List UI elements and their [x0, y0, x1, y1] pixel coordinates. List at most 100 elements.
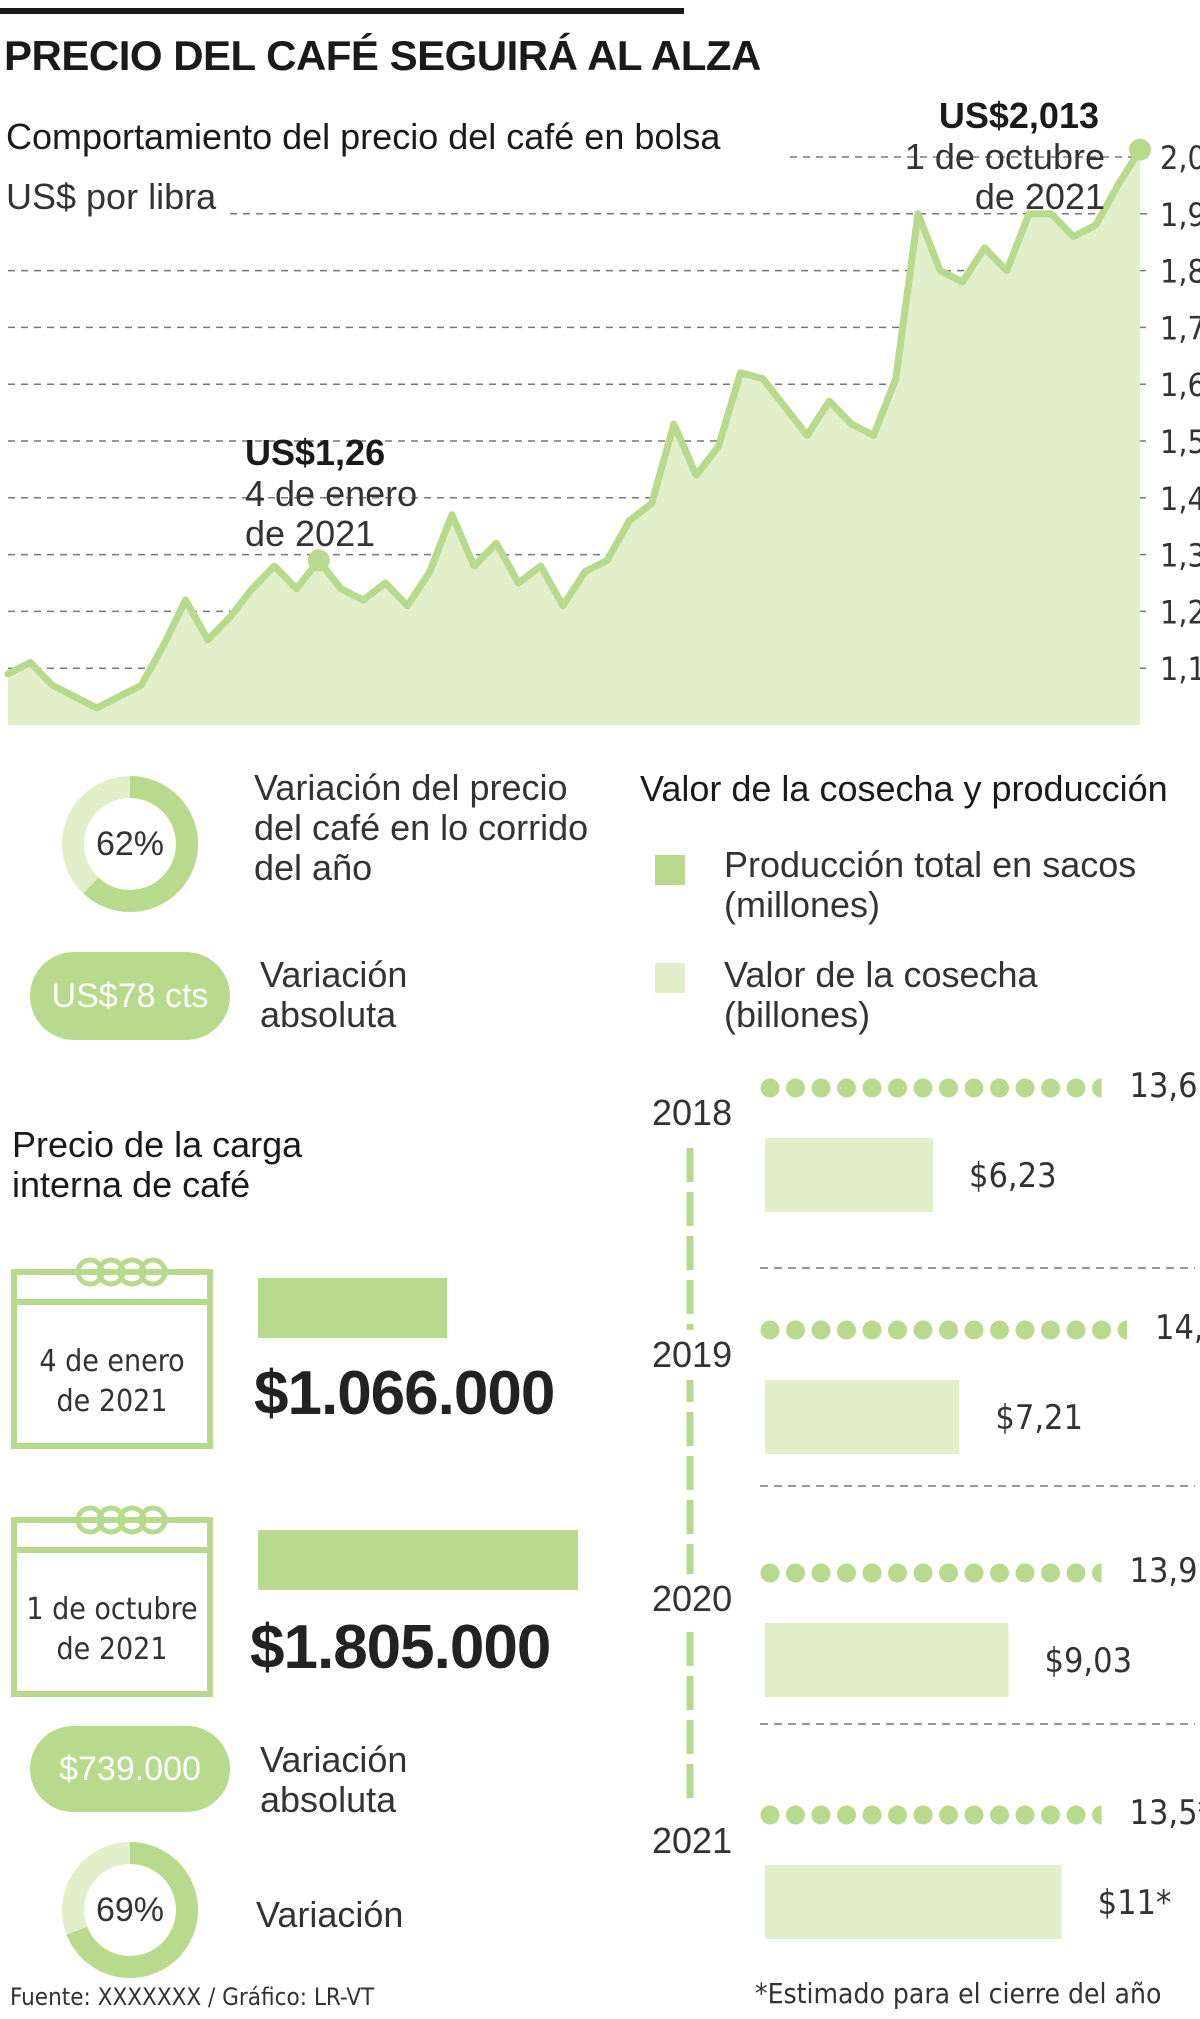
legend-production: Producción total en sacos (millones): [724, 845, 1136, 925]
price-variation-text-line: Variación del precio: [254, 767, 568, 808]
production-dot: [811, 1805, 831, 1825]
end-annotation-date-line1: 1 de octubre: [904, 136, 1105, 177]
production-dot: [786, 1078, 805, 1098]
production-dot: [1041, 1078, 1060, 1098]
production-dot: [1041, 1563, 1060, 1583]
year-label-mask: [650, 1816, 734, 1866]
end-annotation: US$2,013 1 de octubre de 2021: [905, 95, 1105, 217]
production-dot: [1041, 1805, 1060, 1825]
harvest-value-label: $11*: [1097, 1883, 1172, 1923]
production-dot: [1066, 1320, 1086, 1340]
calendar-date-1-line: de 2021: [56, 1384, 168, 1419]
production-dot: [760, 1563, 780, 1583]
y-tick-label: 1,1: [1160, 650, 1200, 688]
calendar-icon: [11, 1505, 213, 1697]
year-label: 2021: [652, 1820, 733, 1861]
absolute-variation-text: Variación absoluta: [260, 955, 407, 1035]
end-annotation-value: US$2,013: [938, 95, 1099, 136]
production-dot-partial: [1092, 1078, 1102, 1098]
carga-absolute-variation-text-line: absoluta: [260, 1779, 397, 1820]
legend-value-line: Valor de la cosecha: [724, 954, 1038, 995]
production-dot: [964, 1320, 984, 1340]
absolute-variation-text-line: Variación: [260, 954, 408, 995]
year-label-mask: [650, 1330, 734, 1380]
y-tick-label: 1,8: [1160, 253, 1200, 291]
price-chart-title: Comportamiento del precio del café en bo…: [6, 116, 721, 157]
production-dot: [862, 1805, 882, 1825]
production-dot: [760, 1805, 780, 1825]
production-dot: [1041, 1320, 1060, 1340]
carga-title-line: Precio de la carga: [12, 1124, 303, 1165]
production-dot: [837, 1320, 856, 1340]
production-dot: [862, 1078, 882, 1098]
production-dot: [760, 1078, 780, 1098]
carga-price-jan: $1.066.000: [254, 1359, 555, 1428]
production-dot: [811, 1320, 831, 1340]
start-price-marker: [307, 549, 330, 572]
harvest-value-bar: [765, 1865, 1062, 1939]
carga-absolute-variation-badge: $739.000: [30, 1726, 230, 1812]
y-tick-label: 1,9: [1160, 196, 1200, 234]
year-label-mask: [650, 1574, 734, 1624]
carga-variation-text: Variación: [256, 1894, 404, 1935]
y-tick-label: 1,7: [1160, 309, 1200, 347]
harvest-value-label: $9,03: [1044, 1641, 1133, 1681]
production-dot: [964, 1805, 984, 1825]
production-dot: [760, 1320, 780, 1340]
year-label: 2019: [652, 1334, 733, 1375]
y-tick-label: 1,2: [1160, 593, 1200, 631]
production-dot: [837, 1078, 856, 1098]
production-label: 13,6: [1129, 1066, 1198, 1106]
carga-absolute-variation-text: Variación absoluta: [260, 1740, 407, 1820]
production-dot: [1015, 1563, 1035, 1583]
harvest-value-label: $7,21: [995, 1398, 1083, 1438]
price-area: [8, 149, 1140, 726]
production-dot: [913, 1078, 933, 1098]
production-dot: [837, 1805, 856, 1825]
production-dot: [939, 1563, 958, 1583]
production-dot: [862, 1563, 882, 1583]
price-chart-y-ticks: 2,0 1,9 1,8 1,7 1,6 1,5 1,4 1,3 1,2 1,1: [1160, 139, 1200, 688]
production-dot-partial: [1117, 1320, 1127, 1340]
absolute-variation-text-line: absoluta: [260, 994, 397, 1035]
legend-swatch-production: [655, 855, 685, 885]
production-dot: [964, 1078, 984, 1098]
carga-bar-jan: [258, 1278, 447, 1338]
production-dot: [1066, 1805, 1086, 1825]
y-tick-label: 1,5: [1160, 423, 1200, 461]
production-label: 13,5*: [1129, 1793, 1200, 1833]
page-title: PRECIO DEL CAFÉ SEGUIRÁ AL ALZA: [4, 32, 761, 79]
end-price-marker: [1129, 138, 1151, 161]
y-tick-label: 1,4: [1160, 480, 1200, 518]
harvest-value-label: $6,23: [969, 1156, 1057, 1196]
production-dot: [939, 1320, 958, 1340]
calendar-date-2-line: de 2021: [56, 1632, 168, 1667]
price-chart: 2,0 1,9 1,8 1,7 1,6 1,5 1,4 1,3 1,2 1,1: [4, 138, 1200, 726]
legend-value: Valor de la cosecha (billones): [724, 955, 1038, 1035]
harvest-value-bar: [765, 1138, 933, 1212]
carga-title: Precio de la carga interna de café: [12, 1125, 302, 1205]
production-dot: [1092, 1320, 1111, 1340]
price-variation-text-line: del año: [254, 847, 373, 888]
production-dot: [811, 1563, 831, 1583]
carga-variation-percent: 69%: [95, 1891, 165, 1929]
production-dot: [786, 1320, 805, 1340]
start-annotation-value: US$1,26: [245, 432, 386, 473]
calendar-date-2-line: 1 de octubre: [26, 1592, 198, 1627]
production-dot: [786, 1805, 805, 1825]
production-dot: [913, 1805, 933, 1825]
header-rule: [0, 8, 684, 14]
production-dot: [1015, 1805, 1035, 1825]
year-label-mask: [650, 1088, 734, 1138]
harvest-footnote: *Estimado para el cierre del año: [755, 1977, 1162, 2010]
end-annotation-date-line2: de 2021: [974, 176, 1105, 217]
production-dot: [1066, 1078, 1086, 1098]
production-dot: [888, 1078, 907, 1098]
production-dot: [1066, 1563, 1086, 1583]
production-dot: [1015, 1078, 1035, 1098]
legend-production-line: Producción total en sacos: [724, 844, 1137, 885]
harvest-value-bar: [765, 1380, 960, 1454]
source-credit: Fuente: XXXXXXX / Gráfico: LR-VT: [10, 1983, 375, 2011]
harvest-value-bar: [765, 1623, 1009, 1697]
production-dot: [888, 1320, 907, 1340]
